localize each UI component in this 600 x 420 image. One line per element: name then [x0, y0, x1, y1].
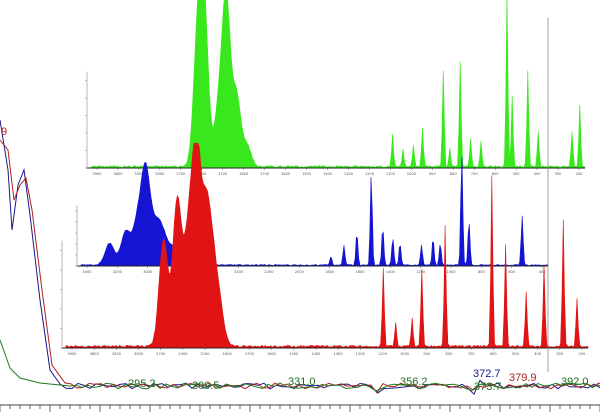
red-x-tick-label: 2400 [178, 352, 188, 356]
annotation-392-0: 392.0 [561, 376, 589, 388]
red-x-tick-label: 400 [534, 352, 542, 356]
red-x-tick-label: 200 [579, 352, 587, 356]
red-x-tick-label: 1800 [223, 352, 233, 356]
annotation-372-7: 372.7 [473, 368, 501, 380]
red-x-tick-label: 1100 [378, 352, 388, 356]
red-x-tick-label: 1200 [356, 352, 366, 356]
annotation-373-7: 373.7 [474, 381, 502, 393]
blue-x-tick-label: 1000 [446, 270, 456, 274]
red-x-tick-label: 900 [423, 352, 431, 356]
green-spectrum-panel: 3900 3600 3300 3000 2700 2400 2100 1800 1700 1600… [85, 0, 586, 176]
bg-trace [0, 339, 600, 392]
blue-x-tick-label: 2200 [264, 270, 274, 274]
red-x-tick-label: 1700 [245, 352, 255, 356]
green-spectrum-area [90, 0, 586, 169]
red-x-tick-label: 700 [468, 352, 476, 356]
red-x-tick-label: 3300 [112, 352, 122, 356]
blue-spectrum-area [80, 156, 549, 267]
blue-x-tick-label: 3000 [143, 270, 153, 274]
red-x-tick-label: 3000 [134, 352, 144, 356]
spectra-panels: 3900 3600 3300 3000 2700 2400 2100 1800 1700 1600… [60, 0, 589, 372]
red-spectrum-area [65, 143, 589, 349]
blue-x-tick-label: 1400 [386, 270, 396, 274]
blue-x-tick-label: 2400 [234, 270, 244, 274]
red-x-tick-label: 1400 [311, 352, 321, 356]
red-x-tick-label: 1000 [400, 352, 410, 356]
green-x-tick-label: 3900 [92, 172, 102, 176]
green-x-tick-label: 3000 [155, 172, 165, 176]
green-x-tick-label: 2100 [218, 172, 228, 176]
red-x-tick-label: 1300 [334, 352, 344, 356]
blue-x-tick-label: 1600 [355, 270, 365, 274]
red-x-tick-label: 3600 [90, 352, 100, 356]
green-x-tick-label: 400 [534, 172, 542, 176]
green-x-tick-label: 3300 [134, 172, 144, 176]
red-x-tick-label: 1500 [289, 352, 299, 356]
red-x-tick-label: 800 [446, 352, 454, 356]
annotation-331-0: 331.0 [288, 376, 316, 388]
green-x-tick-label: 1600 [281, 172, 291, 176]
red-spectrum-panel: 3900 3600 3300 3000 2700 2400 2100 1800 1700 1600… [60, 143, 589, 356]
red-x-tick-label: 500 [512, 352, 520, 356]
annotation-295-2: 295.2 [128, 378, 156, 390]
blue-x-tick-label: 3400 [82, 270, 92, 274]
red-x-tick-label: 2700 [156, 352, 166, 356]
peak-annotations: 295.2 309.5 331.0 356.2 372.7 373.7 379.… [1, 126, 589, 393]
blue-x-tick-label: 800 [478, 270, 486, 274]
red-x-tick-label: 600 [490, 352, 498, 356]
green-x-tick-label: 300 [555, 172, 563, 176]
green-x-tick-label: 2700 [176, 172, 186, 176]
annotation-red-edge: 9 [1, 126, 7, 138]
red-x-tick-label: 300 [556, 352, 564, 356]
green-x-tick-label: 1200 [365, 172, 375, 176]
red-x-tick-label: 2100 [200, 352, 210, 356]
blue-x-tick-label: 3200 [113, 270, 123, 274]
red-x-tick-label: 3900 [67, 352, 77, 356]
green-x-tick-label: 1000 [407, 172, 417, 176]
blue-x-tick-label: 1200 [416, 270, 426, 274]
green-x-tick-label: 800 [450, 172, 458, 176]
green-x-tick-label: 2400 [197, 172, 207, 176]
blue-x-tick-label: 400 [539, 270, 547, 274]
annotation-379-9: 379.9 [509, 372, 537, 384]
green-x-tick-label: 1300 [344, 172, 354, 176]
green-x-tick-label: 1400 [323, 172, 333, 176]
green-x-tick-label: 600 [492, 172, 500, 176]
green-x-tick-label: 200 [576, 172, 584, 176]
green-x-tick-label: 1800 [239, 172, 249, 176]
green-x-tick-label: 3600 [113, 172, 123, 176]
green-x-tick-label: 1700 [260, 172, 270, 176]
red-x-tick-label: 1600 [267, 352, 277, 356]
background-plot [0, 119, 600, 412]
green-x-tick-label: 500 [513, 172, 521, 176]
blue-x-tick-label: 2000 [295, 270, 305, 274]
green-x-tick-label: 1500 [302, 172, 312, 176]
annotation-356-2: 356.2 [400, 376, 428, 388]
blue-x-tick-label: 600 [508, 270, 516, 274]
blue-x-tick-label: 1800 [325, 270, 335, 274]
green-x-tick-label: 1100 [386, 172, 396, 176]
annotation-309-5: 309.5 [192, 380, 220, 392]
green-x-tick-label: 700 [471, 172, 479, 176]
green-x-tick-label: 900 [429, 172, 437, 176]
